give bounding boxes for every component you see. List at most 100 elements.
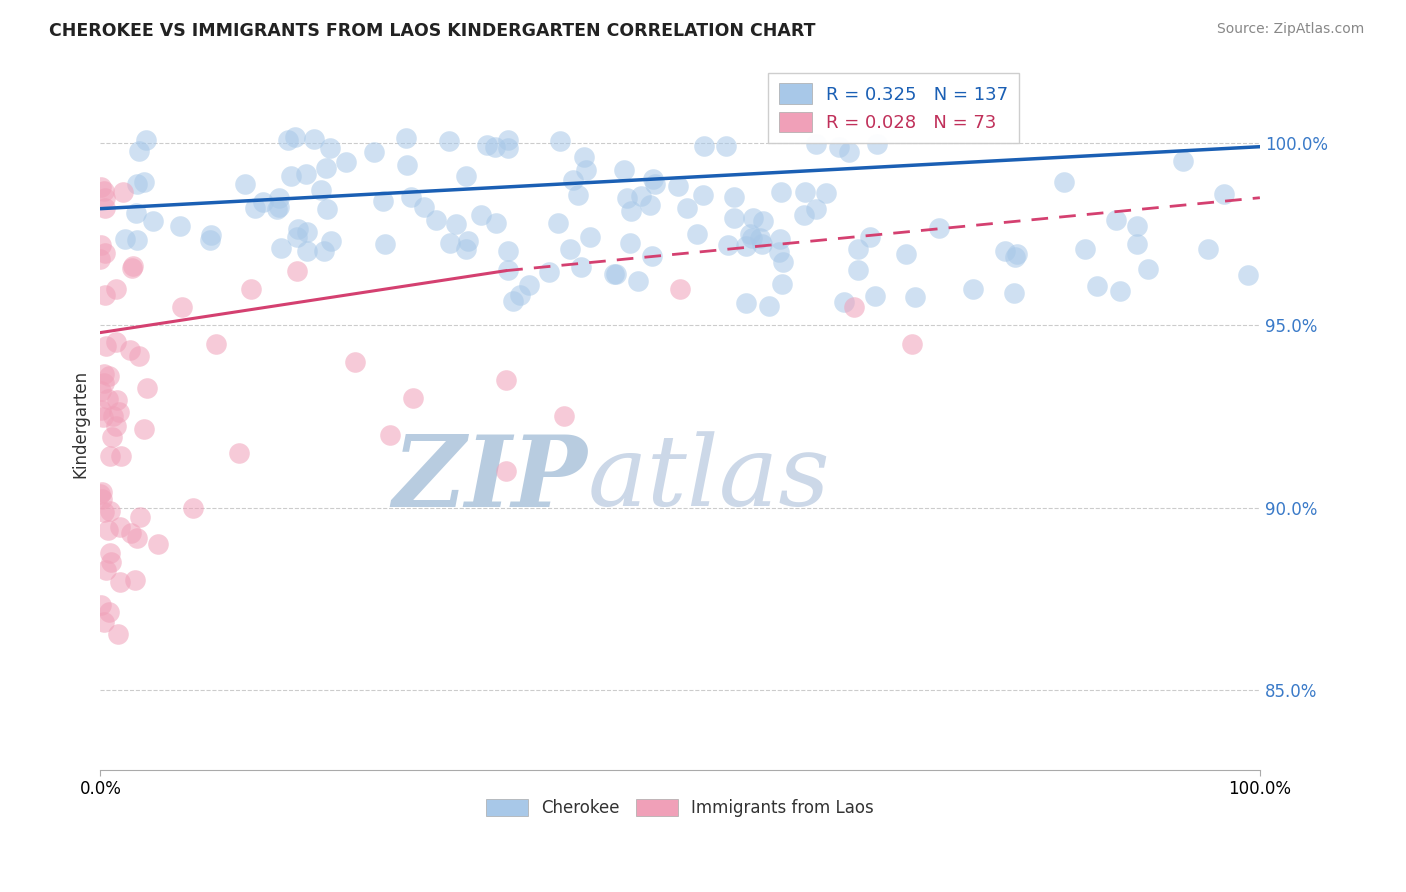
Point bbox=[738, 227, 761, 242]
Point bbox=[686, 227, 709, 241]
Text: ZIP: ZIP bbox=[392, 431, 588, 527]
Point bbox=[752, 213, 775, 227]
Point bbox=[741, 231, 763, 245]
Point bbox=[901, 336, 924, 351]
Point bbox=[495, 464, 517, 478]
Point bbox=[641, 249, 664, 263]
Point bbox=[93, 368, 115, 382]
Point bbox=[200, 227, 222, 242]
Text: Source: ZipAtlas.com: Source: ZipAtlas.com bbox=[1216, 22, 1364, 37]
Point bbox=[266, 202, 288, 216]
Point bbox=[638, 198, 661, 212]
Point bbox=[475, 138, 498, 153]
Point bbox=[110, 449, 132, 463]
Point bbox=[280, 169, 302, 183]
Point bbox=[603, 267, 626, 281]
Point bbox=[170, 300, 193, 314]
Point bbox=[93, 615, 115, 629]
Point bbox=[842, 300, 865, 314]
Point bbox=[311, 183, 333, 197]
Point bbox=[770, 277, 793, 292]
Point bbox=[287, 221, 309, 235]
Text: atlas: atlas bbox=[588, 432, 830, 527]
Point bbox=[1085, 278, 1108, 293]
Point bbox=[692, 187, 714, 202]
Point bbox=[105, 392, 128, 407]
Point bbox=[859, 230, 882, 244]
Point bbox=[846, 262, 869, 277]
Point bbox=[395, 158, 418, 172]
Point bbox=[613, 163, 636, 178]
Point bbox=[669, 282, 692, 296]
Y-axis label: Kindergarten: Kindergarten bbox=[72, 369, 89, 478]
Point bbox=[252, 195, 274, 210]
Point bbox=[114, 232, 136, 246]
Point bbox=[120, 343, 142, 357]
Point bbox=[616, 191, 638, 205]
Point bbox=[335, 155, 357, 169]
Point bbox=[412, 200, 434, 214]
Point bbox=[132, 175, 155, 189]
Point bbox=[904, 291, 927, 305]
Point bbox=[89, 252, 111, 266]
Point bbox=[498, 141, 520, 155]
Point bbox=[101, 430, 124, 444]
Point bbox=[548, 134, 571, 148]
Point bbox=[90, 237, 112, 252]
Point bbox=[758, 299, 780, 313]
Point bbox=[751, 236, 773, 251]
Point bbox=[302, 132, 325, 146]
Point bbox=[1105, 212, 1128, 227]
Point bbox=[1212, 187, 1234, 202]
Point bbox=[627, 274, 650, 288]
Point bbox=[315, 161, 337, 175]
Point bbox=[962, 282, 984, 296]
Point bbox=[371, 194, 394, 209]
Point bbox=[245, 201, 267, 215]
Point bbox=[90, 402, 112, 417]
Point bbox=[676, 201, 699, 215]
Point bbox=[105, 419, 128, 434]
Point bbox=[1005, 247, 1028, 261]
Point bbox=[1126, 219, 1149, 233]
Point bbox=[498, 263, 520, 277]
Point bbox=[485, 216, 508, 230]
Point bbox=[90, 179, 112, 194]
Point bbox=[644, 178, 666, 192]
Point bbox=[768, 244, 790, 259]
Point bbox=[89, 486, 111, 500]
Point bbox=[794, 186, 817, 200]
Point bbox=[735, 239, 758, 253]
Point bbox=[1126, 237, 1149, 252]
Point bbox=[723, 211, 745, 226]
Point bbox=[90, 384, 112, 398]
Point bbox=[714, 139, 737, 153]
Point bbox=[454, 169, 477, 184]
Point bbox=[538, 265, 561, 279]
Point bbox=[100, 555, 122, 569]
Point bbox=[770, 185, 793, 199]
Point bbox=[1074, 242, 1097, 256]
Point bbox=[498, 133, 520, 147]
Point bbox=[666, 178, 689, 193]
Point bbox=[470, 208, 492, 222]
Point bbox=[562, 173, 585, 187]
Point bbox=[125, 178, 148, 192]
Point bbox=[374, 236, 396, 251]
Point bbox=[90, 485, 112, 500]
Point bbox=[509, 288, 531, 302]
Point bbox=[121, 260, 143, 274]
Point bbox=[94, 246, 117, 260]
Point bbox=[643, 172, 665, 186]
Point bbox=[772, 255, 794, 269]
Point bbox=[748, 231, 770, 245]
Point bbox=[1109, 284, 1132, 298]
Point bbox=[128, 144, 150, 158]
Point bbox=[848, 242, 870, 256]
Point bbox=[827, 139, 849, 153]
Point bbox=[630, 188, 652, 202]
Point bbox=[287, 263, 309, 277]
Point bbox=[240, 282, 263, 296]
Point bbox=[121, 261, 143, 276]
Point bbox=[93, 184, 115, 198]
